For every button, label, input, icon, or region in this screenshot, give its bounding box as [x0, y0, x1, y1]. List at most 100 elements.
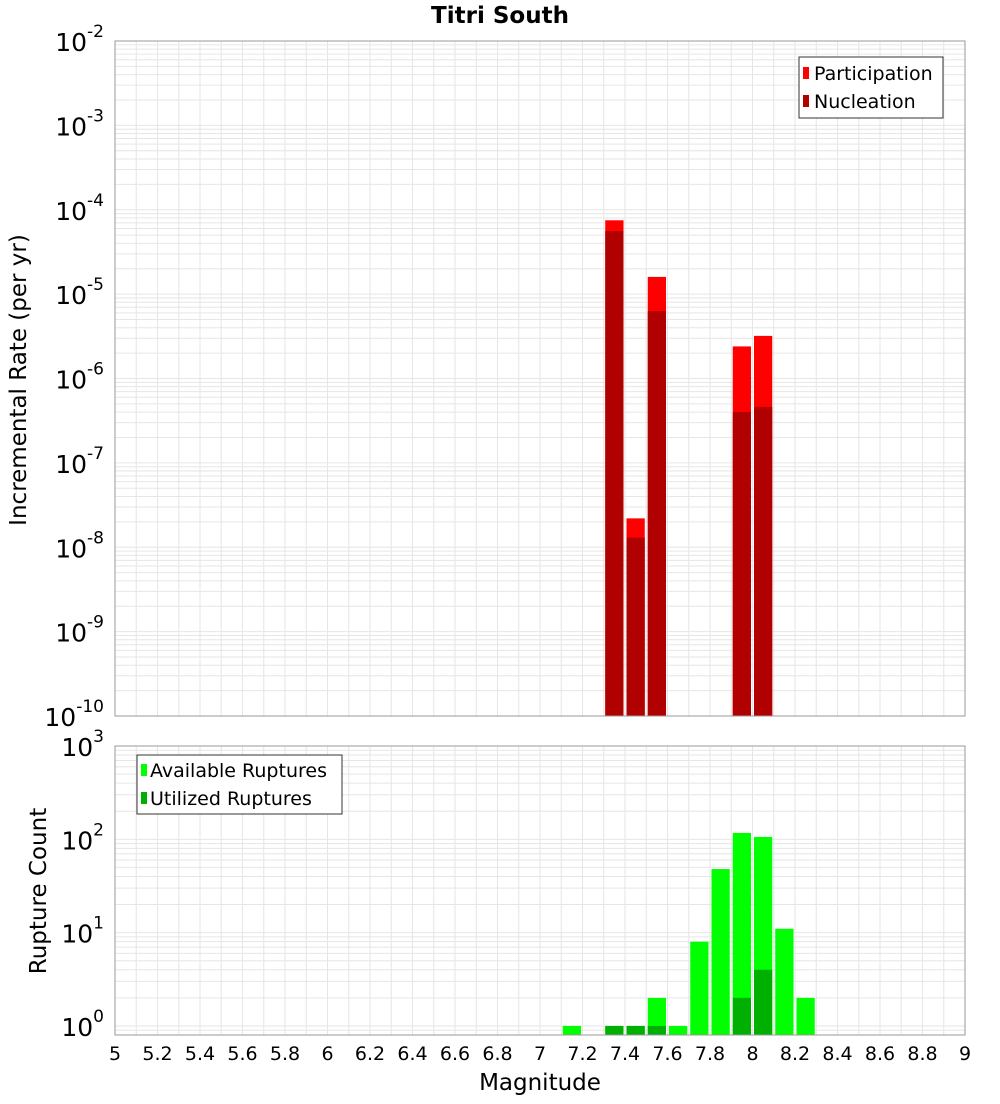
x-axis-label: Magnitude — [479, 1070, 601, 1096]
y-tick-label: 10-10 — [44, 697, 104, 732]
bottom-y-axis-label: Rupture Count — [26, 808, 52, 974]
y-tick-exponent: -4 — [87, 191, 104, 211]
utilized-ruptures-bar — [626, 1025, 645, 1035]
chart-title: Titri South — [431, 3, 569, 29]
legend-nucleation-label: Nucleation — [814, 91, 916, 113]
available-ruptures-bar — [775, 928, 794, 1035]
nucleation-bar — [754, 406, 773, 716]
y-tick-exponent: 1 — [93, 914, 104, 934]
y-tick-label: 103 — [61, 727, 104, 762]
legend-nucleation-swatch — [803, 95, 809, 107]
y-tick-exponent: -5 — [87, 275, 104, 295]
y-tick-label: 10-8 — [55, 528, 104, 563]
available-ruptures-bar — [732, 832, 751, 1035]
top-plot-frame — [114, 40, 966, 717]
x-tick-label: 8 — [746, 1043, 758, 1065]
available-ruptures-bar — [562, 1025, 581, 1035]
x-tick-label: 5.4 — [185, 1043, 215, 1065]
nucleation-bar — [647, 311, 666, 716]
top-grid — [114, 40, 966, 717]
x-tick-label: 8.2 — [780, 1043, 810, 1065]
y-tick-exponent: -7 — [87, 444, 104, 464]
y-tick-label: 101 — [61, 914, 104, 949]
legend-available-swatch — [141, 764, 147, 776]
bottom-plot-frame — [114, 745, 966, 1036]
utilized-ruptures-bar — [647, 1025, 666, 1035]
x-tick-label: 6.6 — [440, 1043, 470, 1065]
y-tick-base: 10 — [61, 826, 93, 855]
y-tick-base: 10 — [44, 703, 76, 732]
x-tick-label: 5.6 — [227, 1043, 257, 1065]
y-tick-exponent: -6 — [87, 360, 104, 380]
x-tick-label: 7.4 — [610, 1043, 640, 1065]
x-tick-label: 7 — [534, 1043, 546, 1065]
y-tick-base: 10 — [55, 281, 87, 310]
legend-participation-swatch — [803, 67, 809, 79]
x-tick-label: 6 — [321, 1043, 333, 1065]
x-tick-label: 6.2 — [355, 1043, 385, 1065]
legend-available-label: Available Ruptures — [150, 760, 327, 782]
nucleation-bar — [626, 537, 645, 716]
available-ruptures-bar — [669, 1025, 688, 1035]
top-bars — [605, 220, 773, 717]
available-ruptures-bar — [690, 941, 709, 1035]
x-tick-label: 7.6 — [652, 1043, 682, 1065]
y-tick-exponent: -2 — [87, 22, 104, 42]
y-tick-label: 100 — [61, 1007, 104, 1042]
y-tick-base: 10 — [55, 619, 87, 648]
x-tick-label: 6.8 — [482, 1043, 512, 1065]
x-tick-label: 6.4 — [397, 1043, 427, 1065]
x-tick-label: 5 — [109, 1043, 121, 1065]
y-tick-base: 10 — [61, 920, 93, 949]
x-tick-labels: 5 5.2 5.4 5.6 5.8 6 6.2 6.4 6.6 6.8 7 7.2 7.4 7.6 7.8 8… — [109, 1043, 971, 1065]
available-ruptures-bar — [796, 997, 815, 1035]
x-tick-label: 8.8 — [907, 1043, 937, 1065]
y-tick-exponent: 2 — [93, 820, 104, 840]
y-tick-base: 10 — [55, 112, 87, 141]
x-tick-label: 7.8 — [695, 1043, 725, 1065]
x-tick-label: 7.2 — [567, 1043, 597, 1065]
x-tick-label: 5.2 — [142, 1043, 172, 1065]
available-ruptures-bar — [711, 869, 730, 1035]
y-tick-label: 10-9 — [55, 613, 104, 648]
y-tick-exponent: -10 — [76, 697, 104, 717]
x-tick-label: 8.4 — [822, 1043, 852, 1065]
y-tick-base: 10 — [55, 28, 87, 57]
utilized-ruptures-bar — [605, 1025, 624, 1035]
y-tick-base: 10 — [61, 733, 93, 762]
y-tick-base: 10 — [55, 366, 87, 395]
nucleation-bar — [732, 412, 751, 716]
y-tick-label: 10-3 — [55, 106, 104, 141]
top-y-axis-label: Incremental Rate (per yr) — [6, 234, 32, 526]
bottom-bars — [562, 832, 815, 1035]
y-tick-label: 10-6 — [55, 360, 104, 395]
y-tick-base: 10 — [55, 450, 87, 479]
bottom-legend: Available Ruptures Utilized Ruptures — [136, 754, 343, 815]
y-tick-base: 10 — [55, 197, 87, 226]
x-tick-label: 5.8 — [270, 1043, 300, 1065]
x-tick-label: 8.6 — [865, 1043, 895, 1065]
y-tick-exponent: 3 — [93, 727, 104, 747]
y-tick-base: 10 — [61, 1013, 93, 1042]
y-tick-base: 10 — [55, 534, 87, 563]
legend-participation-label: Participation — [814, 63, 933, 85]
utilized-ruptures-bar — [732, 997, 751, 1035]
top-legend: Participation Nucleation — [798, 56, 944, 119]
legend-utilized-swatch — [141, 792, 147, 804]
y-tick-label: 10-7 — [55, 444, 104, 479]
x-tick-label: 9 — [959, 1043, 971, 1065]
y-tick-exponent: 0 — [93, 1007, 104, 1027]
utilized-ruptures-bar — [754, 969, 773, 1035]
y-tick-label: 10-4 — [55, 191, 104, 226]
nucleation-bar — [605, 230, 624, 716]
available-ruptures-bar — [647, 997, 666, 1035]
y-tick-label: 10-2 — [55, 22, 104, 57]
y-tick-exponent: -8 — [87, 528, 104, 548]
top-y-tick-labels: 10-210-310-410-510-610-710-810-910-10 — [44, 22, 104, 732]
y-tick-exponent: -3 — [87, 106, 104, 126]
y-tick-exponent: -9 — [87, 613, 104, 633]
y-tick-label: 102 — [61, 820, 104, 855]
